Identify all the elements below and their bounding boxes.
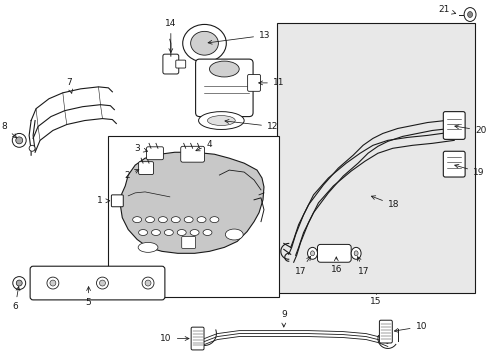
Text: 12: 12 [224,120,278,131]
Bar [276,23,474,293]
Ellipse shape [209,61,239,77]
Ellipse shape [164,230,173,235]
FancyBboxPatch shape [317,244,350,262]
Ellipse shape [138,230,147,235]
Ellipse shape [207,116,235,126]
Ellipse shape [16,137,22,144]
Ellipse shape [183,24,226,62]
Ellipse shape [16,280,22,286]
Ellipse shape [353,251,357,256]
Text: 10: 10 [394,322,426,332]
Text: 16: 16 [330,257,342,274]
Ellipse shape [463,8,475,22]
Text: 19: 19 [454,165,484,176]
FancyBboxPatch shape [163,54,179,74]
Text: 21: 21 [437,5,455,14]
FancyBboxPatch shape [379,320,391,343]
Ellipse shape [198,112,244,130]
Ellipse shape [310,251,314,256]
Text: 11: 11 [258,78,284,87]
Text: 18: 18 [371,196,399,209]
Ellipse shape [190,31,218,55]
Ellipse shape [177,230,186,235]
Ellipse shape [151,230,160,235]
Text: 17: 17 [294,256,310,276]
Ellipse shape [158,217,167,222]
Ellipse shape [47,277,59,289]
Text: 5: 5 [85,287,91,307]
Text: 7: 7 [66,78,72,93]
Text: 13: 13 [208,31,270,44]
Text: 3: 3 [134,144,147,153]
Text: 6: 6 [12,287,20,311]
Polygon shape [120,152,264,253]
FancyBboxPatch shape [181,146,204,162]
Ellipse shape [132,217,142,222]
Ellipse shape [142,277,154,289]
Text: 1: 1 [97,196,109,205]
Ellipse shape [203,230,211,235]
Ellipse shape [197,217,205,222]
FancyBboxPatch shape [182,237,195,248]
Ellipse shape [12,134,26,147]
FancyBboxPatch shape [30,266,164,300]
Ellipse shape [171,217,180,222]
FancyBboxPatch shape [191,327,203,350]
Ellipse shape [225,229,243,240]
FancyBboxPatch shape [138,162,153,175]
Ellipse shape [99,280,105,286]
Text: 17: 17 [357,257,369,276]
Text: 8: 8 [1,122,17,138]
Ellipse shape [96,277,108,289]
FancyBboxPatch shape [175,60,185,68]
Text: 15: 15 [369,297,381,306]
Ellipse shape [190,230,199,235]
Text: 4: 4 [196,140,212,151]
FancyBboxPatch shape [443,151,464,177]
Ellipse shape [307,247,317,259]
Ellipse shape [13,276,25,289]
Ellipse shape [145,280,151,286]
Ellipse shape [138,242,158,252]
Text: 14: 14 [165,19,176,53]
Text: 2: 2 [124,170,139,180]
Text: 9: 9 [280,310,286,327]
Ellipse shape [350,247,360,259]
Text: 10: 10 [160,334,188,343]
FancyBboxPatch shape [443,112,464,139]
FancyBboxPatch shape [247,75,260,91]
Bar [108,136,278,297]
FancyBboxPatch shape [195,59,253,117]
Ellipse shape [184,217,193,222]
FancyBboxPatch shape [111,195,123,207]
Ellipse shape [145,217,154,222]
Ellipse shape [209,217,219,222]
Ellipse shape [467,12,471,18]
FancyBboxPatch shape [146,147,163,160]
Text: 20: 20 [454,125,486,135]
Ellipse shape [29,145,35,151]
Ellipse shape [50,280,56,286]
